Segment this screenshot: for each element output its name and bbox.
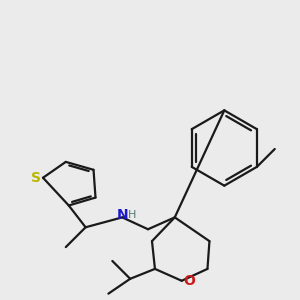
Text: S: S: [31, 171, 41, 185]
Text: N: N: [116, 208, 128, 222]
Text: O: O: [184, 274, 196, 288]
Text: H: H: [128, 210, 136, 220]
